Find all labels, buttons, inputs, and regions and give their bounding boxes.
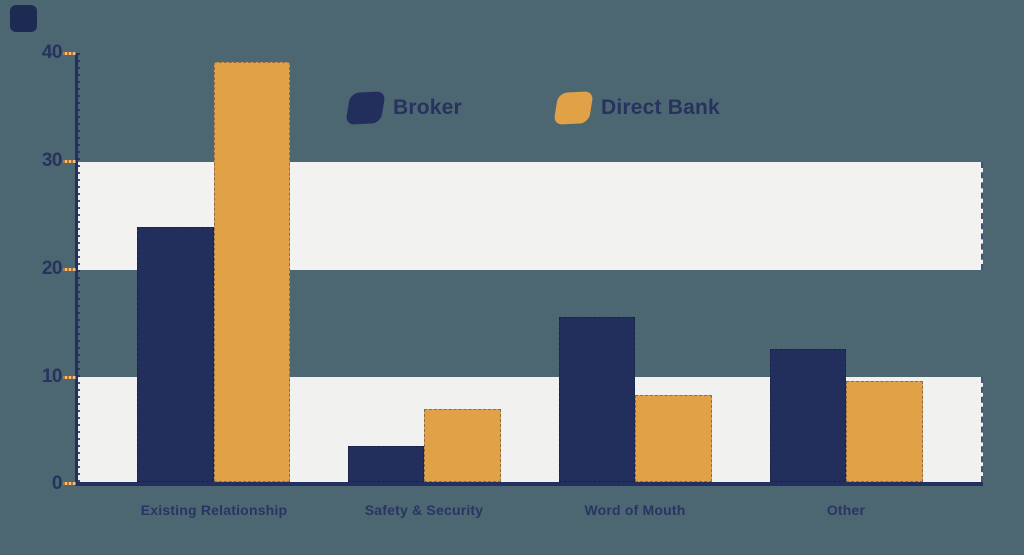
y-tick-label-10: 10 bbox=[41, 366, 63, 387]
x-category-label-other: Other bbox=[826, 502, 866, 518]
legend-item-direct-bank: Direct Bank bbox=[553, 90, 720, 126]
x-category-label-word-of-mouth: Word of Mouth bbox=[584, 502, 686, 518]
bar-direct-bank-other bbox=[846, 381, 923, 482]
x-axis-line bbox=[75, 482, 983, 486]
y-tick-label-30: 30 bbox=[41, 150, 63, 171]
bar-direct-bank-safety-security bbox=[424, 409, 501, 482]
y-tick-mark-30 bbox=[63, 160, 76, 163]
x-category-label-safety-security: Safety & Security bbox=[364, 502, 484, 518]
direct-bank-swatch-icon bbox=[553, 91, 594, 125]
y-tick-mark-10 bbox=[63, 376, 76, 379]
y-tick-mark-20 bbox=[63, 268, 76, 271]
y-tick-label-20: 20 bbox=[41, 258, 63, 279]
legend-label-direct-bank: Direct Bank bbox=[601, 96, 720, 119]
corner-logo-square-icon bbox=[10, 5, 37, 32]
y-tick-label-40: 40 bbox=[41, 42, 63, 63]
legend-item-broker: Broker bbox=[345, 90, 462, 126]
bar-broker-safety-security bbox=[347, 445, 424, 482]
bar-broker-word-of-mouth bbox=[558, 317, 635, 482]
bar-direct-bank-existing-relationship bbox=[213, 62, 290, 482]
y-tick-label-0: 0 bbox=[51, 473, 63, 494]
broker-swatch-icon bbox=[345, 91, 386, 125]
y-axis-line bbox=[75, 53, 78, 486]
y-axis-minor-ticks bbox=[78, 53, 80, 482]
legend-label-broker: Broker bbox=[393, 96, 462, 119]
bar-broker-other bbox=[769, 349, 846, 482]
y-tick-mark-0 bbox=[63, 482, 76, 485]
bar-direct-bank-word-of-mouth bbox=[635, 395, 712, 482]
y-tick-mark-40 bbox=[63, 52, 76, 55]
x-category-label-existing-relationship: Existing Relationship bbox=[140, 502, 288, 518]
bar-broker-existing-relationship bbox=[137, 227, 214, 482]
